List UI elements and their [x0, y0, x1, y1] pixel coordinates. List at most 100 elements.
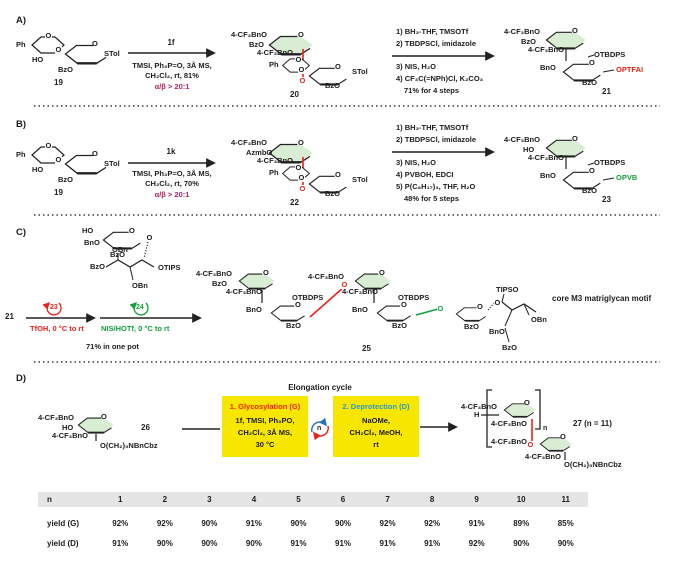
- deprotection-conditions: NaOMe,: [362, 416, 390, 425]
- yield-value: 92%: [424, 519, 441, 528]
- yield-value: 90%: [335, 519, 352, 528]
- substituent-ho: HO: [82, 226, 94, 235]
- substituent-bzo: BzO: [392, 321, 407, 330]
- ring-oxygen: O: [92, 39, 98, 48]
- conditions-line: 2) TBDPSCl, imidazole: [396, 39, 477, 48]
- conditions-line: 3) NIS, H₂O: [396, 62, 437, 71]
- panel-c-label: C): [16, 227, 27, 238]
- reagent-1f: 1f: [167, 38, 175, 47]
- start-compound-21: 21: [5, 312, 14, 321]
- substituent-4cf3bno: 4-CF₃BnO: [257, 156, 293, 165]
- anomeric-opvb: OPVB: [616, 173, 638, 182]
- table-header-cell: 9: [474, 495, 479, 504]
- substituent-otbdps: OTBDPS: [398, 293, 430, 302]
- conditions-line: CH₂Cl₂, rt, 81%: [145, 71, 199, 80]
- conditions-line: CH₂Cl₂, rt, 70%: [145, 179, 199, 188]
- substituent-ph: Ph: [269, 60, 279, 69]
- panel-a-graphics: [31, 31, 660, 107]
- substituent-bzo: BzO: [286, 321, 301, 330]
- ring-oxygen: O: [101, 412, 107, 421]
- substituent-4cf3bno: 4-CF₃BnO: [196, 269, 232, 278]
- substituent-4cf3bno: 4-CF₃BnO: [308, 272, 344, 281]
- yield-value: 90%: [557, 539, 574, 548]
- ring-oxygen: O: [295, 300, 301, 309]
- yield-value: 90%: [201, 539, 218, 548]
- ring-oxygen: O: [379, 268, 385, 277]
- ring-oxygen: O: [572, 26, 578, 35]
- substituent-4cf3bno: 4-CF₃BnO: [231, 30, 267, 39]
- circled-donor-23: 23: [50, 304, 58, 311]
- row-label: yield (D): [47, 539, 79, 548]
- ring-oxygen: O: [524, 398, 530, 407]
- yield-value: 85%: [557, 519, 574, 528]
- substituent-4cf3bno: 4-CF₃BnO: [525, 452, 561, 461]
- elongation-cycle-title: Elongation cycle: [288, 383, 352, 392]
- substituent-4cf3bno: 4-CF₃BnO: [257, 48, 293, 57]
- yield-value: 89%: [513, 519, 530, 528]
- substituent-bzo: BzO: [582, 78, 597, 87]
- substituent-ph: Ph: [269, 168, 279, 177]
- repeat-subscript-n: n: [543, 425, 548, 432]
- conditions-line: 5) P(C₈H₁₇)₃, THF, H₂O: [396, 182, 476, 191]
- substituent-stol: STol: [352, 175, 368, 184]
- compound-number-20: 20: [290, 90, 299, 99]
- substituent-otbdps: OTBDPS: [292, 293, 324, 302]
- substituent-stol: STol: [352, 67, 368, 76]
- substituent-bzo: BzO: [325, 189, 340, 198]
- substituent-bzo: BzO: [90, 262, 105, 271]
- conditions-line: TMSI, Ph₃P=O, 3Å MS,: [132, 169, 212, 178]
- yield-value: 91%: [112, 539, 129, 548]
- yield-value: 91%: [468, 519, 485, 528]
- yield-value: 91%: [290, 539, 307, 548]
- conditions-line: 3) NIS, H₂O: [396, 158, 437, 167]
- substituent-otips: OTIPS: [158, 263, 181, 272]
- glycosidic-oxygen-green: O: [437, 304, 444, 313]
- substituent-ho: HO: [523, 145, 535, 154]
- substituent-bzo: BzO: [582, 186, 597, 195]
- conditions-line: 2) TBDPSCl, imidazole: [396, 135, 477, 144]
- reagent-1k: 1k: [166, 147, 176, 156]
- panel-b-graphics: [31, 139, 660, 216]
- substituent-bno: BnO: [84, 238, 100, 247]
- ring-oxygen: O: [295, 55, 302, 64]
- substituent-bno: BnO: [540, 63, 556, 72]
- yield-table-header: n 1 2 3 4 5 6 7 8 9 10 11: [38, 492, 588, 507]
- panel-a-label: A): [16, 15, 27, 26]
- substituent-bzo: BzO: [110, 250, 125, 259]
- substituent-azmbo: AzmbO: [246, 148, 273, 157]
- yield-value: 92%: [112, 519, 129, 528]
- table-header-cell: 8: [429, 495, 435, 504]
- ring-oxygen: O: [45, 141, 52, 150]
- substituent-bzo: BzO: [502, 343, 517, 352]
- substituent-ho: HO: [32, 55, 44, 64]
- deprotection-box-title: 2. Deprotection (D): [342, 402, 410, 411]
- yield-value: 91%: [379, 539, 396, 548]
- ring-oxygen: O: [335, 62, 341, 71]
- substituent-tipso: TIPSO: [496, 285, 519, 294]
- substituent-bzo: BzO: [464, 322, 479, 331]
- yield-value: 92%: [156, 519, 173, 528]
- glycosidic-oxygen-red: O: [299, 76, 306, 85]
- substituent-bzo: BzO: [249, 40, 264, 49]
- glycosylation-box: 1. Glycosylation (G) 1f, TMSI, Ph₃PO, CH…: [222, 396, 308, 457]
- substituent-bzo: BzO: [212, 279, 227, 288]
- ring-oxygen: O: [401, 300, 407, 309]
- compound-number-21: 21: [602, 87, 611, 96]
- substituent-ho: HO: [32, 165, 44, 174]
- glycosidic-oxygen-red: O: [299, 184, 306, 193]
- compound-number-19: 19: [54, 78, 63, 87]
- substituent-ph: Ph: [16, 150, 26, 159]
- substituent-stol: STol: [104, 159, 120, 168]
- terminal-h: H: [474, 410, 480, 419]
- yield-value: 92%: [468, 539, 485, 548]
- substituent-obn: OBn: [531, 315, 547, 324]
- linkage-oxygen: O: [146, 233, 153, 242]
- substituent-4cf3bno: 4-CF₃BnO: [504, 135, 540, 144]
- aminolinker-chain: O(CH₂)₅NBnCbz: [564, 460, 622, 469]
- yield-value: 90%: [513, 539, 530, 548]
- compound-number-27: 27 (n = 11): [573, 419, 612, 428]
- glycosylation-conditions: 30 °C: [255, 440, 275, 449]
- substituent-4cf3bno: 4-CF₃BnO: [491, 437, 527, 446]
- compound-number-19: 19: [54, 188, 63, 197]
